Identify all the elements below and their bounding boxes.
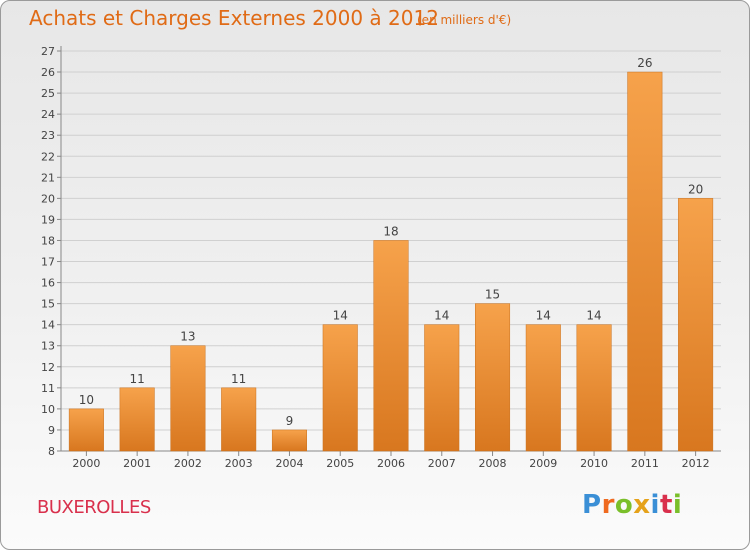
y-tick-label: 22: [41, 150, 55, 163]
y-tick-label: 8: [48, 445, 55, 458]
x-tick-label: 2007: [428, 457, 456, 470]
bar: [475, 303, 511, 452]
bar: [68, 408, 104, 452]
x-tick-label: 2000: [72, 457, 100, 470]
y-tick-label: 13: [41, 340, 55, 353]
bar: [170, 345, 206, 452]
bar: [373, 240, 409, 452]
logo-letter: x: [633, 490, 651, 520]
labels: 10 2000 11 2001 13 2002 11 2003 9 2004 14 2005 18 200…: [72, 56, 709, 470]
y-tick-label: 20: [41, 192, 55, 205]
logo-letter: i: [650, 490, 660, 520]
x-tick-label: 2011: [631, 457, 659, 470]
bar-value-label: 18: [383, 224, 398, 238]
bar-value-label: 26: [637, 56, 652, 70]
y-tick-label: 21: [41, 171, 55, 184]
y-tick-label: 25: [41, 87, 55, 100]
x-tick-label: 2012: [682, 457, 710, 470]
chart-unit: (en milliers d'€): [417, 13, 512, 27]
bar: [221, 387, 257, 452]
logo-letter: i: [672, 490, 683, 520]
logo-letter: P: [582, 490, 602, 520]
bar-value-label: 14: [536, 309, 551, 323]
bar-value-label: 9: [286, 414, 294, 428]
y-tick-label: 10: [41, 403, 55, 416]
y-tick-label: 17: [41, 256, 55, 269]
bar: [627, 71, 663, 452]
bar: [678, 198, 714, 452]
y-tick-label: 19: [41, 213, 55, 226]
bar: [576, 324, 612, 452]
bar-value-label: 14: [434, 309, 449, 323]
bar-value-label: 11: [130, 372, 145, 386]
x-tick-label: 2001: [123, 457, 151, 470]
bar: [271, 429, 307, 452]
logo-letter: t: [659, 490, 673, 520]
y-tick-label: 15: [41, 298, 55, 311]
bar: [424, 324, 460, 452]
y-tick-label: 12: [41, 361, 55, 374]
y-tick-label: 11: [41, 382, 55, 395]
bar-value-label: 14: [333, 309, 348, 323]
bar: [119, 387, 155, 452]
y-tick-label: 23: [41, 129, 55, 142]
y-tick-label: 14: [41, 319, 55, 332]
chart-title: Achats et Charges Externes 2000 à 2012: [29, 6, 439, 30]
bar-value-label: 11: [231, 372, 246, 386]
y-tick-label: 26: [41, 66, 55, 79]
x-tick-label: 2003: [225, 457, 253, 470]
bar-value-label: 10: [79, 393, 94, 407]
proxiti-logo: Proxiti: [582, 490, 682, 520]
x-tick-label: 2006: [377, 457, 405, 470]
x-tick-label: 2010: [580, 457, 608, 470]
x-tick-label: 2005: [326, 457, 354, 470]
town-name: BUXEROLLES: [37, 497, 151, 518]
logo-letter: o: [614, 490, 634, 520]
bar-value-label: 20: [688, 182, 703, 196]
y-tick-label: 9: [48, 424, 55, 437]
bar: [322, 324, 358, 452]
y-tick-label: 24: [41, 108, 55, 121]
y-tick-label: 27: [41, 45, 55, 58]
x-tick-label: 2008: [479, 457, 507, 470]
bar-value-label: 13: [180, 330, 195, 344]
bar-value-label: 14: [586, 309, 601, 323]
y-tick-label: 18: [41, 234, 55, 247]
bar-value-label: 15: [485, 288, 500, 302]
x-tick-label: 2004: [275, 457, 303, 470]
x-tick-label: 2002: [174, 457, 202, 470]
bars: [68, 71, 714, 452]
logo-letter: r: [601, 490, 615, 520]
x-tick-label: 2009: [529, 457, 557, 470]
y-tick-label: 16: [41, 277, 55, 290]
bar: [525, 324, 561, 452]
